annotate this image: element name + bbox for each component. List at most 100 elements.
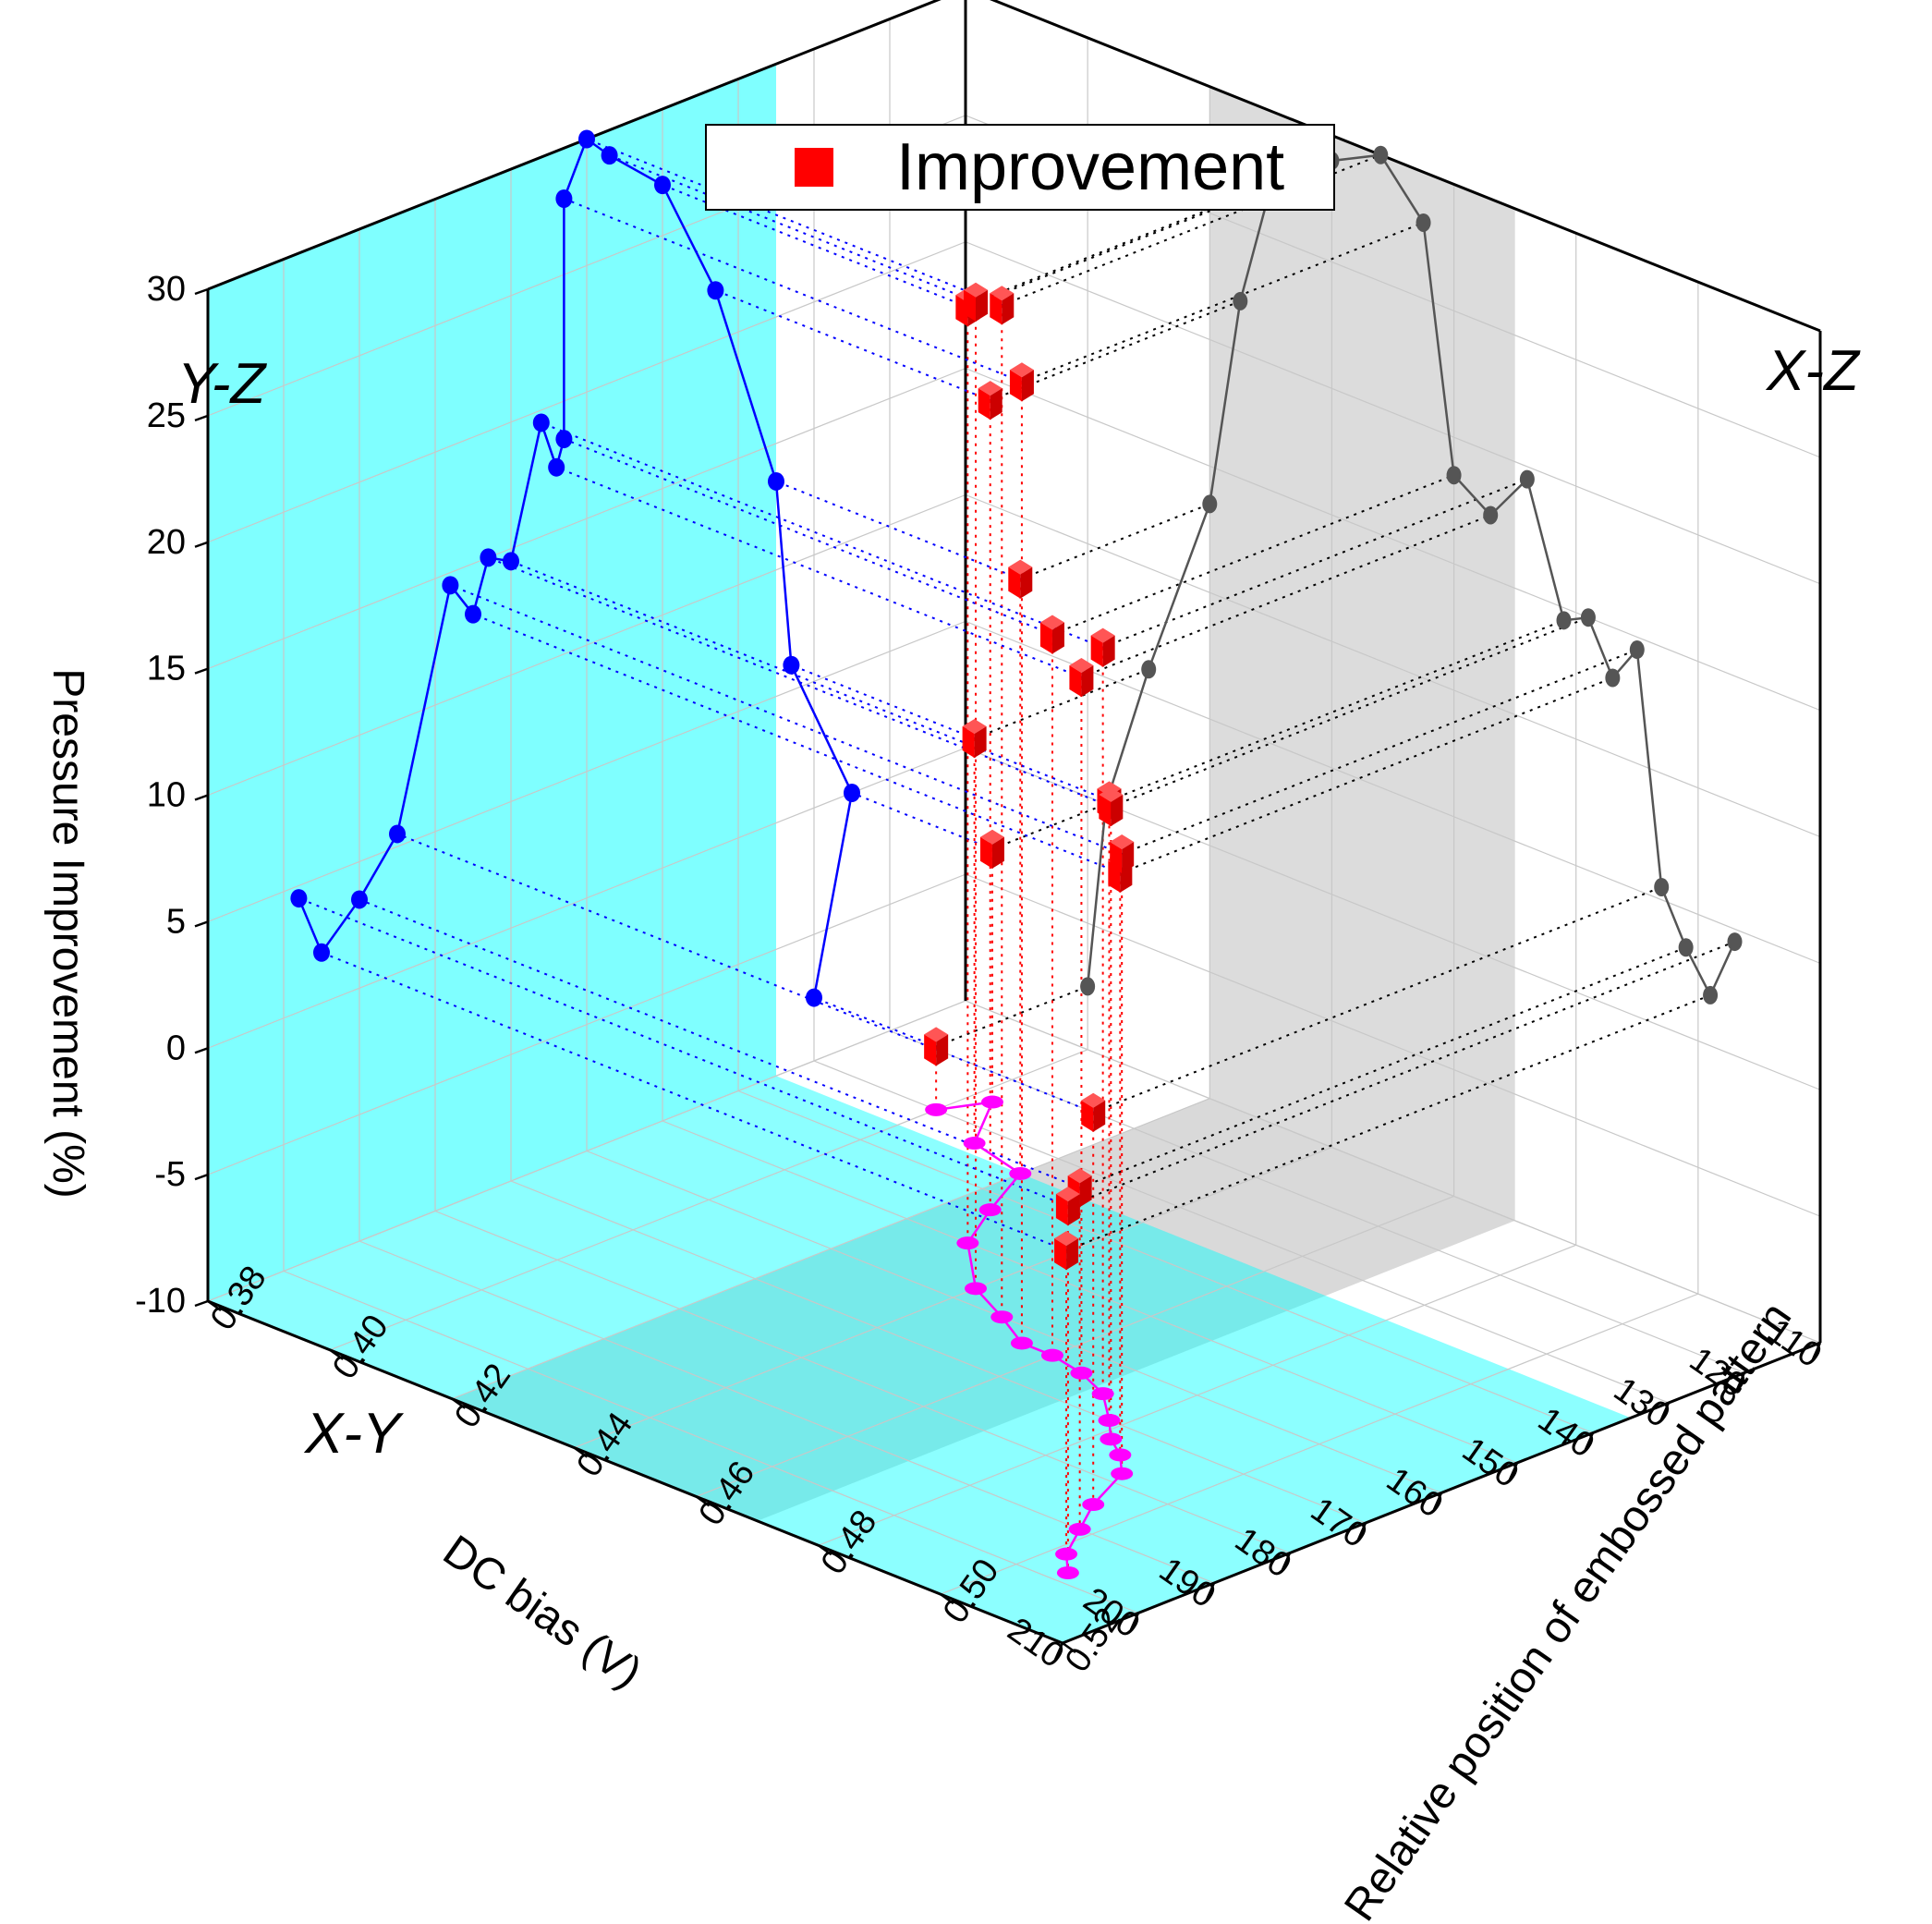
improvement-point-right [936, 1034, 949, 1066]
z-tick-label: 30 [147, 270, 186, 309]
guide-to-yz [974, 668, 1149, 739]
z-tick-label: 10 [147, 776, 186, 815]
yz-projection-point [1605, 668, 1621, 688]
guide-to-yz [1109, 619, 1564, 802]
guide-to-yz [1001, 153, 1381, 307]
xy-projection-point [965, 1282, 988, 1296]
x-tick-label: 130 [1607, 1370, 1677, 1436]
xz-projection-point [548, 457, 565, 477]
back-planes [208, 64, 1631, 1643]
z-tick-label: 0 [166, 1029, 186, 1067]
y-tick [1062, 1641, 1076, 1654]
z-tick [194, 920, 209, 928]
xz-projection-point [290, 889, 308, 908]
yz-projection-point [1519, 469, 1535, 489]
improvement-point-left [1110, 842, 1123, 874]
xz-projection-point [601, 146, 618, 165]
xy-projection-point [1082, 1498, 1105, 1512]
yz-projection-point [1141, 660, 1157, 679]
guide-to-yz [991, 803, 1107, 850]
xz-projection-point [654, 176, 671, 195]
xy-projection-point [1040, 1348, 1063, 1362]
x-tick [1584, 1431, 1595, 1451]
guide-to-xz [555, 466, 1082, 678]
z-tick-label: 15 [147, 650, 186, 688]
y-tick [451, 1397, 467, 1409]
xy-plane-band-cyan [208, 1076, 1631, 1643]
improvement-point-left [978, 388, 990, 420]
z-tick [194, 667, 209, 675]
xz-projection-line [298, 137, 854, 998]
yz-projection-point [1654, 877, 1670, 896]
improvement-point-left [1054, 1238, 1067, 1271]
x-tick [1205, 1582, 1216, 1601]
z-tick [194, 1173, 209, 1181]
yz-projection-point [1556, 611, 1572, 630]
improvement-point-right [976, 289, 989, 322]
improvement-point-right [990, 388, 1002, 420]
xy-projection-point [1091, 1387, 1114, 1401]
xy-projection-point [956, 1236, 979, 1250]
y-tick [940, 1593, 954, 1605]
xy-projection-point [1009, 1166, 1032, 1180]
improvement-point-right [1067, 1194, 1080, 1226]
xz-projection-point [707, 281, 724, 300]
improvement-point-left [1055, 1194, 1068, 1226]
guide-to-xz [791, 664, 975, 739]
improvement-point-right [1066, 1238, 1079, 1271]
guide-to-xz [813, 996, 937, 1048]
improvement-point-left [1099, 794, 1112, 826]
y-tick [817, 1544, 832, 1556]
z-tick-label: 20 [147, 523, 186, 562]
guide-to-yz [1102, 478, 1528, 649]
xz-projection-point [465, 604, 481, 624]
improvement-point-left [979, 836, 992, 869]
improvement-point-left [962, 726, 975, 759]
x-tick [1735, 1371, 1746, 1391]
xy-projection-point [1111, 1467, 1134, 1480]
legend-swatch [795, 148, 833, 187]
xy-projection-point [1055, 1547, 1078, 1561]
axis-edge-y [207, 1299, 1063, 1645]
improvement-point-left [1090, 635, 1103, 667]
plane-label-yz: Y-Z [177, 352, 267, 416]
x-tick [1659, 1402, 1671, 1420]
z-axis-title: Pressure Improvement (%) [43, 668, 92, 1199]
improvement-point-right [1051, 622, 1064, 654]
xz-projection-point [480, 548, 497, 567]
xy-projection-point [1010, 1336, 1033, 1350]
guide-to-yz [1110, 616, 1589, 808]
z-tick-label: 25 [147, 396, 186, 435]
xy-projection-point [1100, 1432, 1123, 1446]
yz-projection-point [1580, 608, 1596, 627]
xz-projection-point [768, 471, 784, 491]
z-tick-label: 5 [166, 902, 186, 941]
z-tick [194, 794, 209, 801]
improvement-point-left [1069, 664, 1082, 697]
xy-projection-point [1056, 1566, 1079, 1579]
y-tick [207, 1299, 222, 1312]
y-tick [329, 1348, 344, 1360]
yz-projection-point [1483, 505, 1499, 525]
yz-projection-point [1703, 985, 1719, 1005]
xy-projection-point [925, 1102, 948, 1116]
x-tick [1508, 1462, 1519, 1480]
yz-projection-point [1446, 466, 1462, 485]
xz-projection-point [313, 943, 330, 962]
improvement-point-left [1009, 370, 1022, 402]
guide-to-yz [1079, 946, 1687, 1189]
plane-label-xz: X-Z [1765, 339, 1861, 403]
improvement-point-right [1079, 1175, 1092, 1208]
xz-projection-point [532, 413, 550, 432]
yz-projection-point [1373, 145, 1389, 164]
guide-to-xz [775, 481, 1021, 580]
yz-projection-point [1727, 932, 1743, 952]
z-tick [194, 414, 209, 422]
legend-label: Improvement [896, 130, 1284, 204]
z-tick-label: -5 [154, 1155, 186, 1194]
xz-projection-point [555, 430, 573, 449]
improvement-point-left [1039, 622, 1052, 654]
xy-projection-point [1070, 1366, 1093, 1380]
guide-to-xz [541, 421, 1104, 649]
